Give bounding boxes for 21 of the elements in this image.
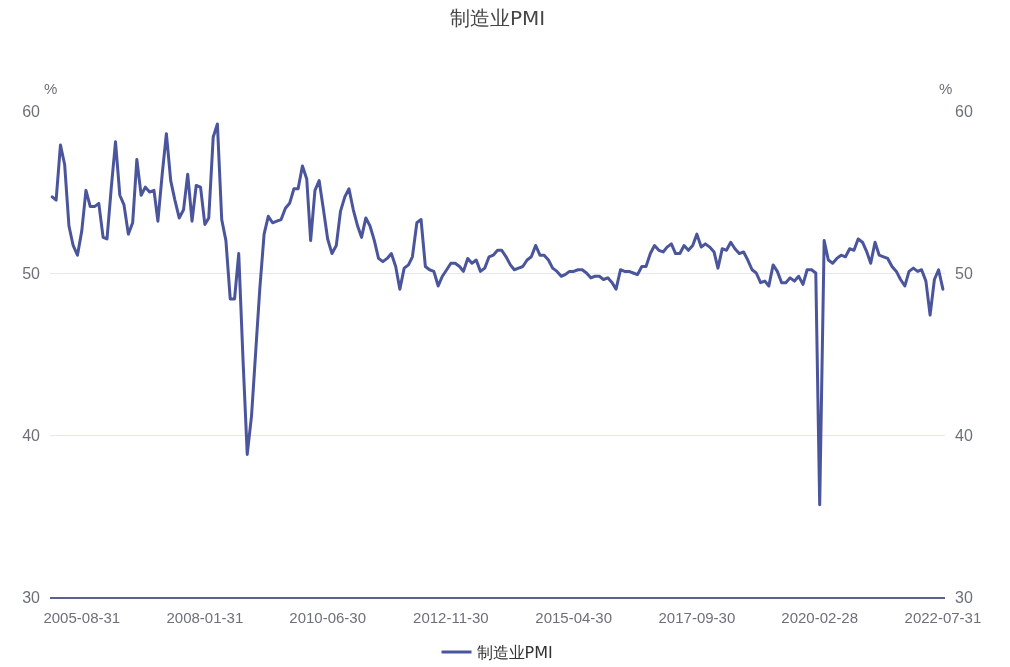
y-tick-label: 60 (22, 102, 41, 120)
x-tick-label: 2015-04-30 (535, 609, 613, 626)
legend-label: 制造业PMI (476, 643, 553, 663)
y2-tick-label: 60 (955, 102, 973, 120)
x-tick-label: 2010-06-30 (289, 609, 367, 626)
line-series (50, 122, 945, 507)
y2-tick-label: 40 (955, 426, 973, 444)
x-tick-label: 2005-08-31 (43, 609, 121, 626)
y-tick-label: 50 (22, 264, 41, 282)
x-tick-label: 2017-09-30 (658, 609, 736, 626)
y-tick-label: 30 (22, 588, 41, 606)
x-tick-label: 2020-02-28 (781, 609, 859, 626)
x-tick-label: 2008-01-31 (166, 609, 244, 626)
y2-axis-title: % (939, 80, 953, 97)
x-tick-label: 2022-07-31 (904, 609, 982, 626)
y-tick-label: 40 (22, 426, 41, 444)
y-axis-title: % (44, 80, 58, 97)
chart-title: 制造业PMI (449, 6, 546, 30)
y2-tick-label: 50 (955, 264, 973, 282)
x-tick-label: 2012-11-30 (413, 609, 489, 626)
y2-tick-label: 30 (955, 588, 973, 606)
